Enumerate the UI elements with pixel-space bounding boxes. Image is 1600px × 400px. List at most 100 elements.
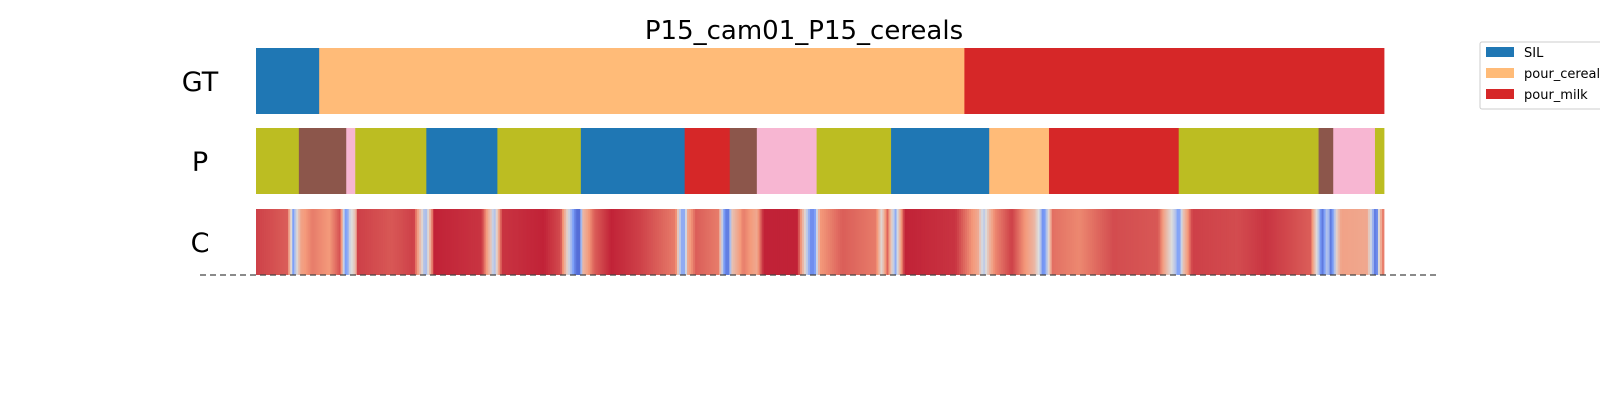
confidence-stripe (1311, 209, 1314, 275)
segment-bar (816, 128, 892, 194)
confidence-stripe (807, 209, 811, 275)
confidence-stripe (997, 209, 1000, 275)
confidence-stripe (437, 209, 440, 275)
confidence-stripe (697, 209, 700, 275)
confidence-stripe (904, 209, 908, 275)
confidence-stripe (733, 209, 736, 275)
confidence-stripe (364, 209, 368, 275)
confidence-stripe (900, 209, 903, 275)
legend-swatch (1486, 89, 1514, 99)
confidence-stripe (622, 209, 626, 275)
confidence-stripe (509, 209, 513, 275)
row-c: C (191, 209, 1385, 275)
confidence-stripe (576, 209, 579, 275)
confidence-stripe (1130, 209, 1133, 275)
confidence-stripe (376, 209, 380, 275)
confidence-stripe (479, 209, 482, 275)
segment-bar (1318, 128, 1334, 194)
chart-title: P15_cam01_P15_cereals (645, 16, 963, 46)
confidence-stripe (340, 209, 344, 275)
confidence-stripe (1327, 209, 1331, 275)
confidence-stripe (280, 209, 283, 275)
confidence-stripe (860, 209, 863, 275)
confidence-stripe (1222, 209, 1226, 275)
confidence-stripe (1236, 209, 1240, 275)
confidence-stripe (880, 209, 883, 275)
confidence-stripe (916, 209, 920, 275)
confidence-stripe (928, 209, 932, 275)
confidence-stripe (779, 209, 783, 275)
segment-bar (756, 128, 818, 194)
confidence-stripe (1152, 209, 1155, 275)
segment-bar (1333, 128, 1376, 194)
confidence-stripe (761, 209, 764, 275)
segment-bar (355, 128, 427, 194)
confidence-stripe (840, 209, 843, 275)
confidence-stripe (1045, 209, 1049, 275)
confidence-stripe (721, 209, 724, 275)
confidence-stripe (886, 209, 889, 275)
confidence-stripe (314, 209, 317, 275)
confidence-stripe (489, 209, 493, 275)
confidence-stripe (850, 209, 853, 275)
confidence-stripe (394, 209, 398, 275)
confidence-stripe (334, 209, 337, 275)
confidence-stripe (505, 209, 509, 275)
confidence-stripe (632, 209, 636, 275)
segment-bar (1178, 128, 1319, 194)
confidence-stripe (656, 209, 660, 275)
confidence-stripe (989, 209, 992, 275)
confidence-stripe (308, 209, 311, 275)
confidence-stripe (1319, 209, 1322, 275)
confidence-stripe (685, 209, 688, 275)
confidence-stripe (1329, 209, 1333, 275)
confidence-stripe (300, 209, 303, 275)
confidence-stripe (789, 209, 793, 275)
confidence-stripe (924, 209, 928, 275)
confidence-stripe (1303, 209, 1306, 275)
confidence-stripe (362, 209, 366, 275)
confidence-stripe (441, 209, 444, 275)
confidence-stripe (1373, 209, 1377, 275)
confidence-stripe (683, 209, 686, 275)
segment-bar (684, 128, 731, 194)
confidence-stripe (693, 209, 696, 275)
confidence-stripe (1313, 209, 1316, 275)
confidence-stripe (1172, 209, 1175, 275)
confidence-stripe (1069, 209, 1073, 275)
confidence-stripe (562, 209, 565, 275)
segment-bar (346, 128, 356, 194)
confidence-stripe (1029, 209, 1032, 275)
confidence-stripe (1240, 209, 1244, 275)
confidence-stripe (515, 209, 519, 275)
confidence-stripe (894, 209, 897, 275)
confidence-stripe (1116, 209, 1119, 275)
confidence-stripe (469, 209, 472, 275)
confidence-stripe (1281, 209, 1284, 275)
confidence-stripe (668, 209, 672, 275)
row-p: P (192, 128, 1385, 194)
confidence-stripe (1287, 209, 1290, 275)
confidence-stripe (626, 209, 630, 275)
confidence-stripe (1299, 209, 1302, 275)
confidence-stripe (612, 209, 615, 275)
confidence-stripe (979, 209, 982, 275)
confidence-stripe (392, 209, 396, 275)
confidence-stripe (783, 209, 787, 275)
confidence-stripe (344, 209, 348, 275)
confidence-stripe (636, 209, 640, 275)
confidence-stripe (838, 209, 841, 275)
confidence-stripe (260, 209, 263, 275)
confidence-stripe (1162, 209, 1165, 275)
confidence-stripe (741, 209, 744, 275)
confidence-stripe (1261, 209, 1264, 275)
legend: SIL pour_cereals pour_milk (1479, 41, 1600, 110)
confidence-stripe (1295, 209, 1298, 275)
confidence-stripe (459, 209, 462, 275)
confidence-stripe (1102, 209, 1105, 275)
confidence-stripe (793, 209, 797, 275)
confidence-stripe (1073, 209, 1077, 275)
confidence-stripe (1247, 209, 1250, 275)
confidence-stripe (1190, 209, 1194, 275)
confidence-stripe (1035, 209, 1038, 275)
